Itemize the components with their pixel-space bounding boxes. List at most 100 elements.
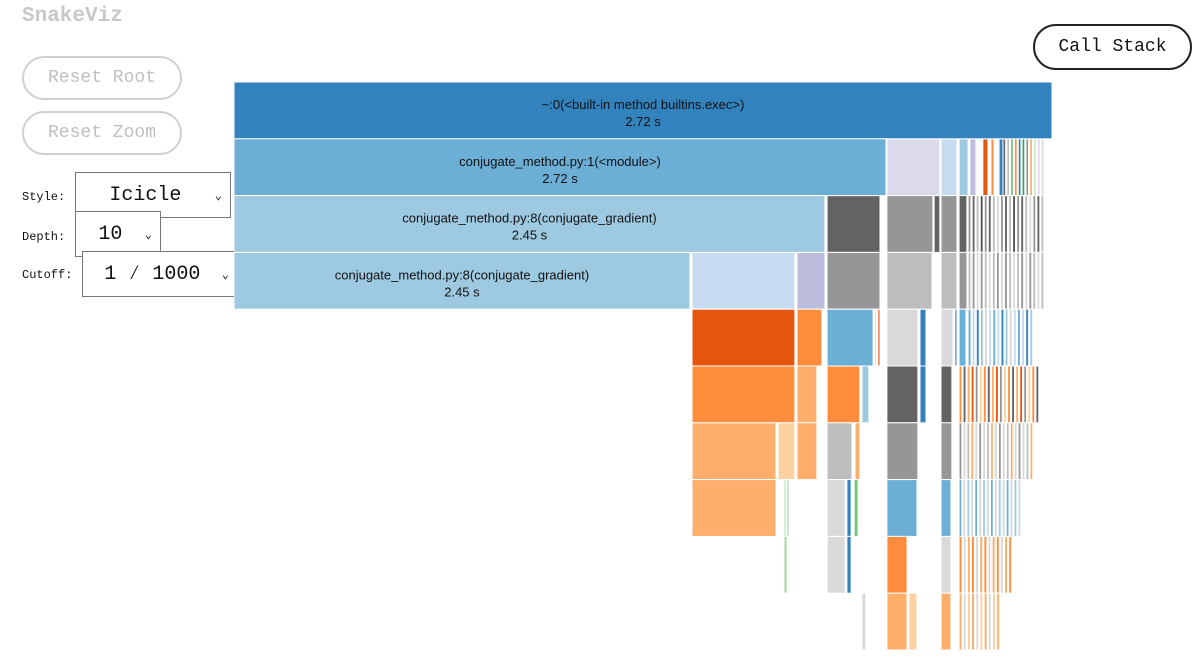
function-block[interactable] xyxy=(919,308,927,367)
function-block-thin[interactable] xyxy=(1027,365,1032,424)
function-block-thin[interactable] xyxy=(1017,138,1022,197)
function-block-thin[interactable] xyxy=(975,592,980,651)
function-block[interactable] xyxy=(826,479,846,537)
call-stack-button[interactable]: Call Stack xyxy=(1033,24,1192,70)
function-block[interactable] xyxy=(940,308,954,367)
function-block[interactable] xyxy=(958,138,969,197)
function-block-thin[interactable] xyxy=(1040,195,1045,253)
function-block-thin[interactable] xyxy=(970,365,975,424)
function-block[interactable] xyxy=(958,308,967,367)
function-block-thin[interactable] xyxy=(1040,138,1045,197)
function-block-thin[interactable] xyxy=(962,365,967,424)
function-block-thin[interactable] xyxy=(983,195,988,253)
function-block[interactable] xyxy=(990,138,995,197)
function-block[interactable] xyxy=(982,138,989,197)
function-block[interactable] xyxy=(940,365,953,424)
function-block[interactable] xyxy=(691,422,777,481)
function-block-thin[interactable] xyxy=(1001,479,1006,537)
function-block-thin[interactable] xyxy=(1036,195,1041,253)
function-block-thin[interactable] xyxy=(1015,365,1020,424)
function-block-thin[interactable] xyxy=(995,251,1000,310)
function-block[interactable] xyxy=(777,422,796,481)
function-block-thin[interactable] xyxy=(975,308,980,367)
function-block[interactable] xyxy=(826,422,853,481)
function-block-thin[interactable] xyxy=(1017,479,1022,537)
function-block-thin[interactable] xyxy=(999,535,1004,594)
function-block-thin[interactable] xyxy=(1029,138,1033,197)
function-block-thin[interactable] xyxy=(966,479,971,537)
cutoff-select[interactable]: 1 ⁄ 1000 ⌄ xyxy=(82,251,238,297)
function-block-thin[interactable] xyxy=(970,422,975,481)
function-block-thin[interactable] xyxy=(979,251,984,310)
function-block-thin[interactable] xyxy=(970,479,975,537)
function-block[interactable] xyxy=(783,479,787,537)
function-block-thin[interactable] xyxy=(1012,251,1017,310)
function-block[interactable] xyxy=(826,195,881,253)
function-block-thin[interactable] xyxy=(1032,195,1037,253)
function-block-thin[interactable] xyxy=(987,195,992,253)
function-block[interactable] xyxy=(886,308,919,367)
function-block-thin[interactable] xyxy=(1025,138,1030,197)
function-block-thin[interactable] xyxy=(993,479,998,537)
function-block-thin[interactable] xyxy=(971,251,976,310)
function-block-thin[interactable] xyxy=(978,422,983,481)
function-block-thin[interactable] xyxy=(1007,365,1011,424)
function-block-thin[interactable] xyxy=(971,308,976,367)
function-block[interactable] xyxy=(796,365,818,424)
function-block-thin[interactable] xyxy=(1010,138,1014,197)
function-block[interactable] xyxy=(998,138,1004,197)
function-block-thin[interactable] xyxy=(1036,251,1041,310)
function-block-thin[interactable] xyxy=(1008,308,1013,367)
function-block-thin[interactable] xyxy=(995,535,1000,594)
function-block-thin[interactable] xyxy=(982,422,986,481)
function-block-thin[interactable] xyxy=(962,535,967,594)
function-block-thin[interactable] xyxy=(990,422,994,481)
function-block-thin[interactable] xyxy=(1005,422,1010,481)
function-block-thin[interactable] xyxy=(1031,365,1036,424)
function-block[interactable] xyxy=(783,535,788,594)
function-block-thin[interactable] xyxy=(995,195,1000,253)
function-block[interactable] xyxy=(940,422,953,481)
function-block-thin[interactable] xyxy=(975,535,980,594)
function-block-thin[interactable] xyxy=(1004,195,1008,253)
function-block-thin[interactable] xyxy=(992,308,997,367)
function-block-thin[interactable] xyxy=(983,251,988,310)
function-block[interactable] xyxy=(886,479,918,537)
function-block-thin[interactable] xyxy=(1016,251,1021,310)
function-block[interactable] xyxy=(846,535,852,594)
function-block-thin[interactable] xyxy=(1036,138,1041,197)
function-block-thin[interactable] xyxy=(1035,365,1040,424)
function-block[interactable] xyxy=(940,195,958,253)
function-block-thin[interactable] xyxy=(1029,422,1034,481)
function-block-thin[interactable] xyxy=(966,365,971,424)
function-block-thin[interactable] xyxy=(1005,479,1010,537)
function-block-thin[interactable] xyxy=(988,308,993,367)
function-block-thin[interactable] xyxy=(1002,138,1007,197)
function-block-thin[interactable] xyxy=(1004,308,1009,367)
function-block-thin[interactable] xyxy=(1008,195,1012,253)
function-block-thin[interactable] xyxy=(989,479,994,537)
function-block-thin[interactable] xyxy=(958,365,963,424)
function-block[interactable] xyxy=(877,308,881,367)
function-block-thin[interactable] xyxy=(982,479,986,537)
function-block-thin[interactable] xyxy=(994,422,998,481)
function-block-thin[interactable] xyxy=(997,479,1002,537)
function-block-thin[interactable] xyxy=(1008,251,1012,310)
function-block[interactable] xyxy=(691,479,777,537)
function-block[interactable] xyxy=(969,138,977,197)
function-block-node[interactable] xyxy=(234,251,691,310)
function-block-thin[interactable] xyxy=(1009,422,1014,481)
function-block-thin[interactable] xyxy=(1012,308,1017,367)
function-block-thin[interactable] xyxy=(1013,479,1018,537)
style-select[interactable]: Icicle ⌄ xyxy=(75,172,231,218)
function-block-thin[interactable] xyxy=(966,592,971,651)
function-block-thin[interactable] xyxy=(1000,251,1004,310)
function-block-thin[interactable] xyxy=(1016,308,1021,367)
function-block-thin[interactable] xyxy=(983,592,988,651)
function-block[interactable] xyxy=(954,308,958,367)
function-block-thin[interactable] xyxy=(1004,535,1009,594)
function-block-thin[interactable] xyxy=(1021,138,1026,197)
function-block-thin[interactable] xyxy=(983,535,988,594)
function-block-thin[interactable] xyxy=(990,365,995,424)
function-block[interactable] xyxy=(826,365,861,424)
